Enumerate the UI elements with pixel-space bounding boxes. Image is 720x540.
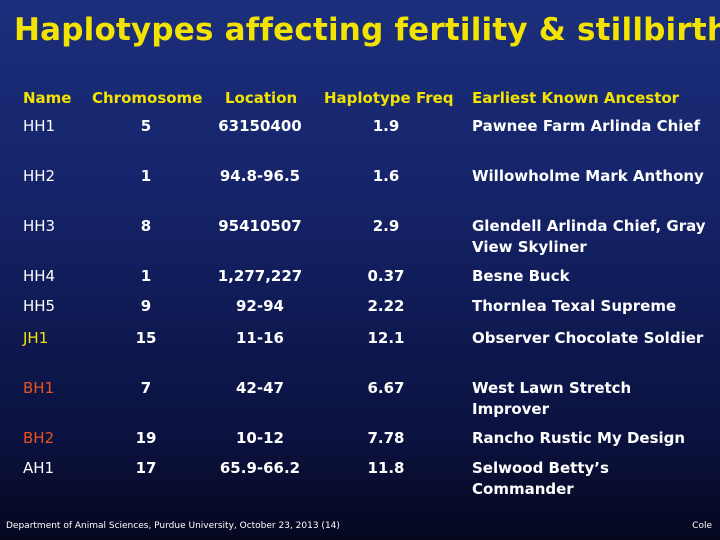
slide-title: Haplotypes affecting fertility & stillbi… bbox=[14, 12, 720, 48]
cell-freq: 1.6 bbox=[372, 167, 400, 185]
cell-ancestor: Pawnee Farm Arlinda Chief bbox=[472, 117, 701, 135]
cell-ancestor: West Lawn Stretch Improver bbox=[472, 379, 632, 418]
cell-chromosome: 1 bbox=[140, 267, 152, 285]
cell-ancestor: Glendell Arlinda Chief, Gray View Skylin… bbox=[472, 217, 706, 256]
header-location: Location bbox=[225, 89, 298, 107]
cell-location: 65.9-66.2 bbox=[219, 459, 301, 477]
cell-location: 10-12 bbox=[236, 429, 284, 447]
cell-name: HH3 bbox=[23, 217, 56, 235]
cell-location: 92-94 bbox=[236, 297, 284, 315]
cell-freq: 1.9 bbox=[372, 117, 400, 135]
cell-location: 94.8-96.5 bbox=[219, 167, 301, 185]
cell-name: HH1 bbox=[23, 117, 56, 135]
cell-name: HH5 bbox=[23, 297, 56, 315]
cell-ancestor: Willowholme Mark Anthony bbox=[472, 167, 704, 185]
cell-freq: 2.22 bbox=[367, 297, 405, 315]
cell-ancestor: Rancho Rustic My Design bbox=[472, 429, 686, 447]
cell-chromosome: 9 bbox=[140, 297, 152, 315]
cell-location: 63150400 bbox=[218, 117, 302, 135]
cell-name: HH4 bbox=[23, 267, 56, 285]
cell-ancestor: Thornlea Texal Supreme bbox=[472, 297, 677, 315]
footer-author: Cole bbox=[692, 521, 712, 531]
cell-ancestor: Selwood Betty’s Commander bbox=[472, 459, 609, 498]
cell-freq: 11.8 bbox=[367, 459, 405, 477]
cell-freq: 7.78 bbox=[367, 429, 405, 447]
cell-freq: 12.1 bbox=[367, 329, 405, 347]
cell-chromosome: 1 bbox=[140, 167, 152, 185]
footer-citation: Department of Animal Sciences, Purdue Un… bbox=[6, 521, 340, 531]
cell-chromosome: 5 bbox=[140, 117, 152, 135]
header-haplotype-freq: Haplotype Freq bbox=[324, 89, 454, 107]
cell-ancestor: Besne Buck bbox=[472, 267, 570, 285]
cell-chromosome: 7 bbox=[140, 379, 152, 397]
header-name: Name bbox=[23, 89, 72, 107]
header-earliest-ancestor: Earliest Known Ancestor bbox=[472, 89, 680, 107]
cell-location: 95410507 bbox=[218, 217, 302, 235]
cell-freq: 2.9 bbox=[372, 217, 400, 235]
cell-name: BH2 bbox=[23, 429, 55, 447]
cell-ancestor: Observer Chocolate Soldier bbox=[472, 329, 704, 347]
cell-chromosome: 15 bbox=[135, 329, 157, 347]
header-chromosome: Chromosome bbox=[92, 89, 203, 107]
cell-freq: 0.37 bbox=[367, 267, 405, 285]
cell-name: JH1 bbox=[23, 329, 49, 347]
cell-name: HH2 bbox=[23, 167, 56, 185]
cell-chromosome: 17 bbox=[135, 459, 157, 477]
cell-location: 42-47 bbox=[236, 379, 284, 397]
cell-name: BH1 bbox=[23, 379, 55, 397]
cell-location: 11-16 bbox=[236, 329, 284, 347]
cell-freq: 6.67 bbox=[367, 379, 405, 397]
cell-chromosome: 8 bbox=[140, 217, 152, 235]
cell-name: AH1 bbox=[23, 459, 55, 477]
cell-location: 1,277,227 bbox=[217, 267, 303, 285]
cell-chromosome: 19 bbox=[135, 429, 157, 447]
